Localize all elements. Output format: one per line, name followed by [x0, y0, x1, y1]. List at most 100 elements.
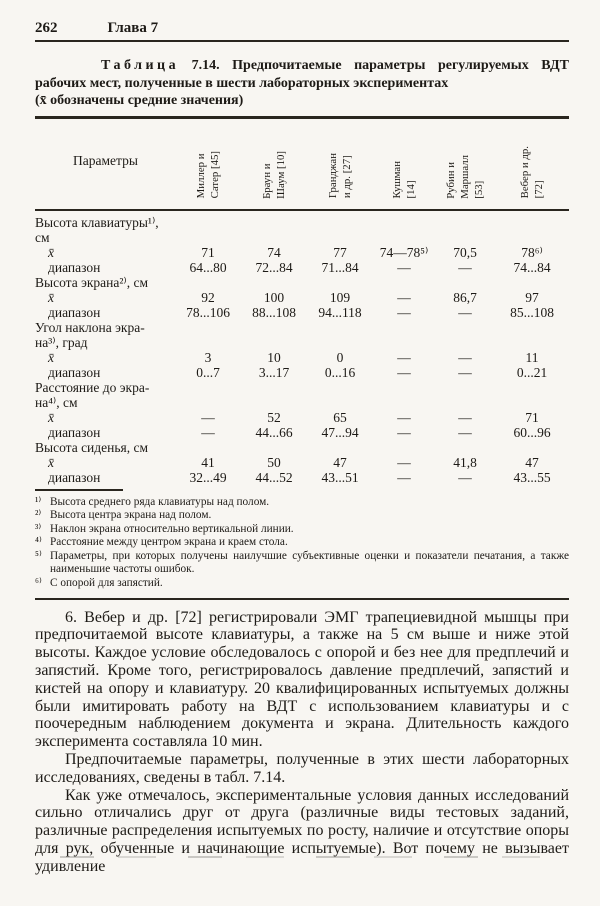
group-label-row: Высота экрана²⁾, см [35, 275, 569, 290]
table-cell: 71...84 [321, 259, 359, 275]
table-cell: — [397, 409, 411, 425]
table-cell: 0...21 [516, 364, 548, 380]
table-cell: — [458, 304, 472, 320]
table-cell: — [458, 424, 472, 440]
table-cell: 88...108 [252, 304, 296, 320]
range-row-label: диапазон [48, 469, 101, 485]
footnote-marker: ¹⁾ [35, 495, 42, 508]
table-cell: — [201, 424, 215, 440]
table-cell: 47...94 [321, 424, 359, 440]
footnote-marker: ²⁾ [35, 509, 42, 522]
table-cell: — [458, 349, 472, 365]
caption-text: Предпочитаемые параметры регулируемых ВД… [35, 58, 570, 91]
chapter-title: Глава 7 [107, 20, 159, 36]
footnote: ⁵⁾ Параметры, при которых получены наилу… [35, 550, 569, 577]
table-cell: 32...49 [189, 469, 227, 485]
range-row-label: диапазон [48, 259, 101, 275]
mean-row: x̄ 92 100 109 — 86,7 97 [35, 290, 569, 305]
table-cell: — [397, 454, 411, 470]
column-header-cell: Кушман [14] [373, 117, 435, 211]
column-header-cell: Рубин и Маршалл [53] [435, 117, 495, 211]
table-cell: 60...96 [513, 424, 551, 440]
table-cell: 0 [336, 349, 344, 365]
table-cell: 10 [267, 349, 281, 365]
table-cell: 77 [333, 244, 347, 260]
footnote-marker: ⁴⁾ [35, 536, 42, 549]
table-cell: 74 [267, 244, 281, 260]
range-row: диапазон 32...49 44...52 43...51 — — 43.… [35, 470, 569, 485]
group-label-row: Высота клавиатуры¹⁾, см [35, 210, 569, 245]
table-cell: 47 [333, 454, 347, 470]
table-cell: 94...118 [318, 304, 362, 320]
range-row-label: диапазон [48, 424, 101, 440]
footnote-marker: ³⁾ [35, 522, 42, 535]
paragraph: 6. Вебер и др. [72] регистрировали ЭМГ т… [35, 608, 569, 751]
table-cell: 44...66 [255, 424, 293, 440]
table-cell: — [458, 259, 472, 275]
caption-label: Таблица [101, 58, 180, 73]
mean-row-label: x̄ [48, 244, 54, 260]
column-header-cell: Браун и Шаум [10] [241, 117, 307, 211]
range-row: диапазон 78...106 88...108 94...118 — — … [35, 305, 569, 320]
row-group-label: Высота клавиатуры¹⁾, см [35, 214, 159, 245]
mean-row: x̄ 3 10 0 — — 11 [35, 350, 569, 365]
mean-row-label: x̄ [48, 349, 54, 365]
table-cell: 52 [267, 409, 281, 425]
row-group-label: Расстояние до экра- на⁴⁾, см [35, 379, 150, 410]
range-row: диапазон 64...80 72...84 71...84 — — 74.… [35, 260, 569, 275]
table-cell: 109 [329, 289, 351, 305]
group-label-row: Расстояние до экра- на⁴⁾, см [35, 380, 569, 410]
table-cell: — [458, 364, 472, 380]
table-cell: 64...80 [189, 259, 227, 275]
table-cell: 41 [201, 454, 215, 470]
footnote-text: Расстояние между центром экрана и краем … [50, 536, 288, 549]
table-cell: 71 [525, 409, 539, 425]
caption-note: (x̄ обозначены средние значения) [35, 93, 244, 108]
table-cell: 11 [525, 349, 539, 365]
footnote: ⁶⁾ С опорой для запястий. [35, 577, 569, 591]
range-row: диапазон 0...7 3...17 0...16 — — 0...21 [35, 365, 569, 380]
section-divider [35, 597, 569, 600]
table-cell: 72...84 [255, 259, 293, 275]
table-cell: — [397, 259, 411, 275]
table-cell: 92 [201, 289, 215, 305]
footnote-marker: ⁵⁾ [35, 549, 42, 562]
mean-row-label: x̄ [48, 454, 54, 470]
footnote-marker: ⁶⁾ [35, 577, 42, 590]
table-cell: 78⁶⁾ [521, 244, 543, 260]
table-cell: 71 [201, 244, 215, 260]
table-cell: — [397, 304, 411, 320]
scan-artifact [60, 856, 560, 858]
table-cell: — [458, 409, 472, 425]
column-header: Браун и Шаум [10] [260, 150, 287, 199]
table-cell: 86,7 [453, 289, 477, 305]
column-header-cell: Вебер и др. [72] [495, 117, 569, 211]
table-cell: 43...55 [513, 469, 551, 485]
caption-number: 7.14. [191, 58, 220, 73]
page-number: 262 [35, 20, 58, 36]
range-row-label: диапазон [48, 304, 101, 320]
table-cell: 85...108 [510, 304, 554, 320]
table-cell: 3...17 [258, 364, 290, 380]
table-cell: 74—78⁵⁾ [379, 244, 429, 260]
footnote: ³⁾ Наклон экрана относительно вертикальн… [35, 523, 569, 537]
column-header: Рубин и Маршалл [53] [444, 154, 486, 199]
column-header-cell: Миллер и Сатер [45] [175, 117, 241, 211]
column-header: Миллер и Сатер [45] [194, 151, 221, 199]
footnote-text: Наклон экрана относительно вертикальной … [50, 522, 294, 535]
table-header-row: Параметры Миллер и Сатер [45] Браун и Ша… [35, 117, 569, 211]
mean-row-label-cell: x̄ [35, 455, 175, 470]
group-label-row: Угол наклона экра- на³⁾, град [35, 320, 569, 350]
paragraph: Как уже отмечалось, экспериментальные ус… [35, 786, 569, 875]
row-group-label: Высота сиденья, см [35, 439, 149, 455]
table-cell: — [397, 289, 411, 305]
table-cell: 44...52 [255, 469, 293, 485]
paragraph: Предпочитаемые параметры, полученные в э… [35, 751, 569, 786]
table-cell: 50 [267, 454, 281, 470]
mean-row: x̄ 41 50 47 — 41,8 47 [35, 455, 569, 470]
table-cell: 0...7 [196, 364, 220, 380]
mean-row-label: x̄ [48, 409, 54, 425]
mean-row: x̄ — 52 65 — — 71 [35, 410, 569, 425]
table-cell: — [397, 364, 411, 380]
